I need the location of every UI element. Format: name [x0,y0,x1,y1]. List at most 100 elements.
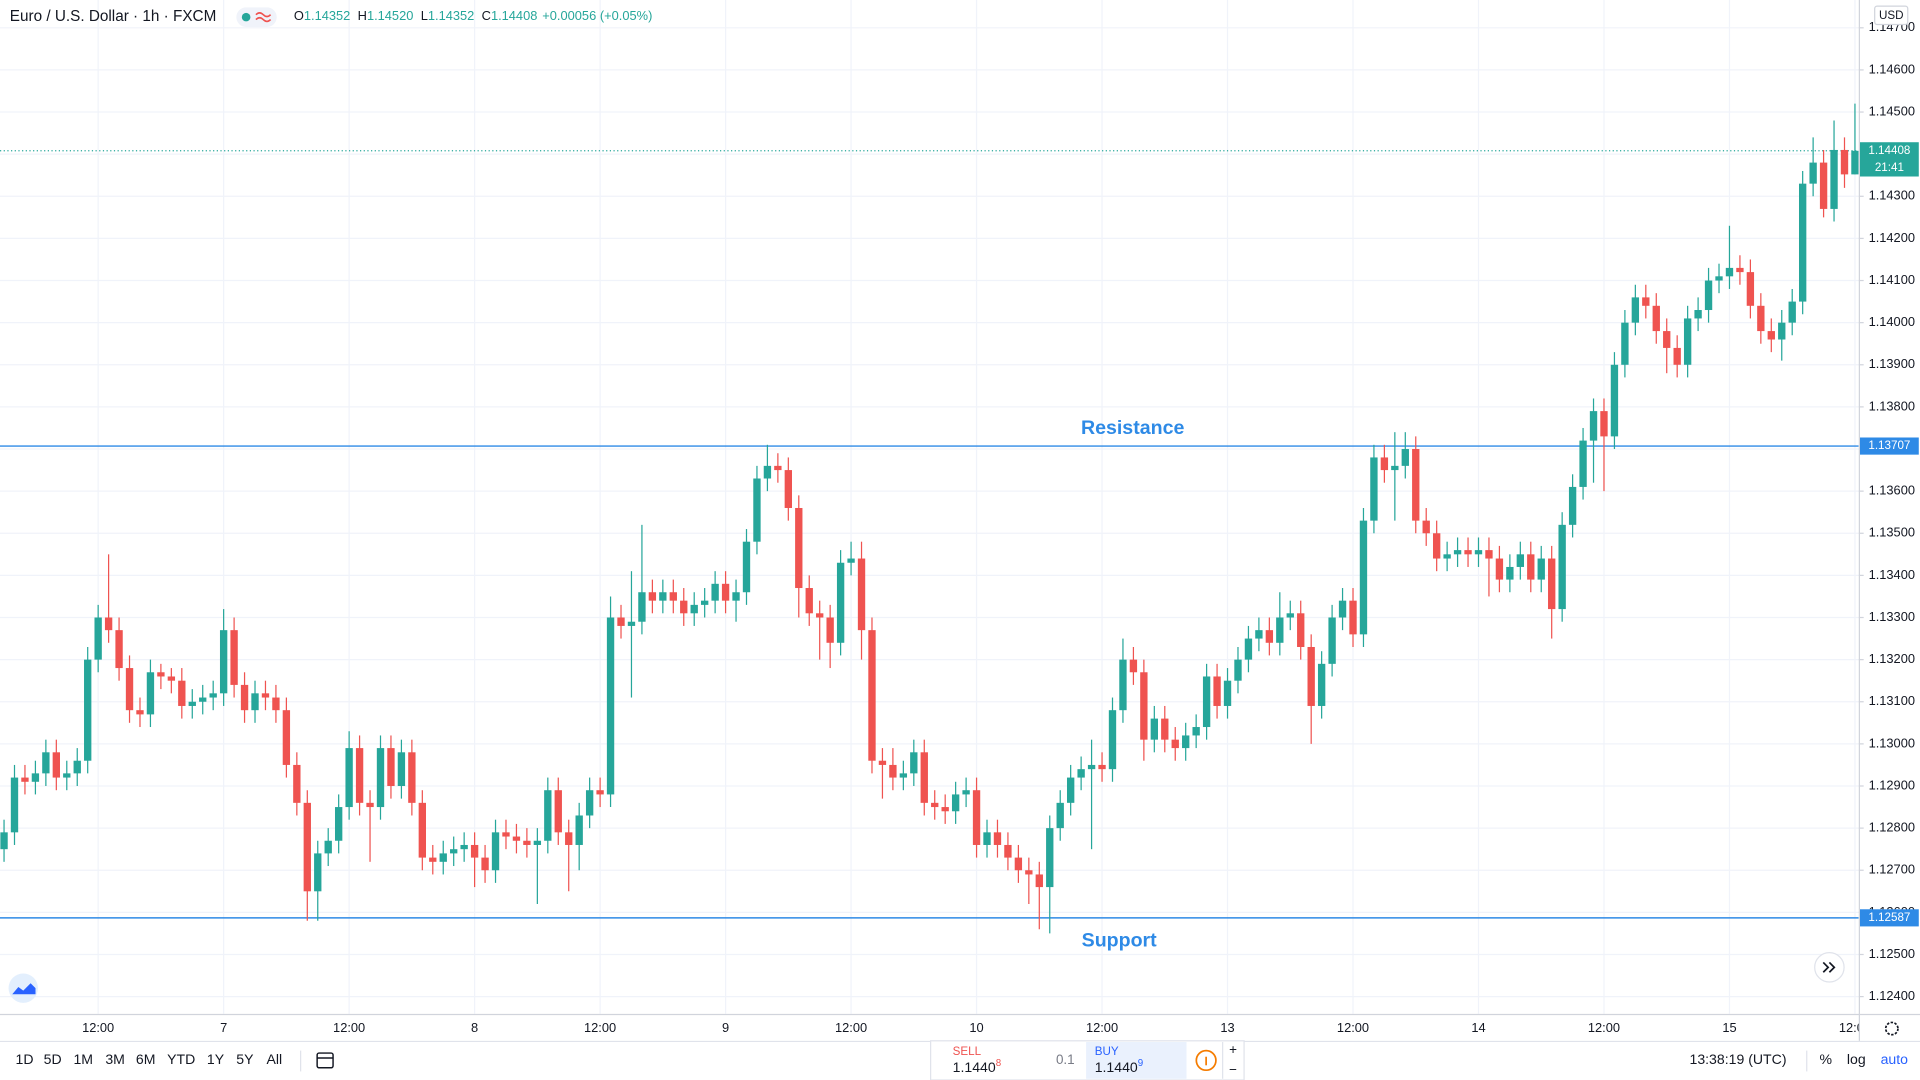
price-labels: Resistance 1.13707 Support 1.12587 1.14408 21… [1081,142,1919,951]
candle-body [1432,533,1441,559]
candle-body [836,562,845,643]
candle-body [1589,411,1598,441]
level-price-label: 1.13707 [1868,439,1910,452]
candle-body [659,592,667,601]
qty-plus[interactable]: + [1229,1042,1237,1057]
candle-body [878,760,887,765]
range-button[interactable]: 5D [44,1051,62,1067]
last-price-box [1860,142,1919,177]
candle-body [230,630,238,685]
candle-body [544,790,552,841]
candle-body [251,693,259,711]
candle-body [1202,676,1211,728]
last-price-label: 1.14408 [1868,144,1910,157]
level-price-box [1860,437,1919,455]
candle-body [648,592,657,601]
candle-body [795,507,803,589]
candle-body [721,583,730,601]
goto-date-button[interactable] [316,1052,334,1069]
candle-body [972,790,981,845]
level-annotation: Support [1082,929,1158,951]
y-tick-label: 1.13200 [1869,651,1915,666]
buy-button[interactable] [1086,1042,1187,1079]
symbol-title: Euro / U.S. Dollar · 1h · FXCM [10,8,217,25]
candle-body [1736,267,1744,273]
candle-body [941,807,949,812]
candle-body [1610,364,1619,437]
spread: 0.1 [1056,1052,1075,1067]
candle-body [784,470,792,508]
scroll-right-button[interactable] [1814,952,1845,983]
candle-body [167,676,176,681]
candle-body [1715,276,1723,281]
range-button[interactable]: All [266,1051,282,1067]
candle-body [732,592,740,601]
range-button[interactable]: 1D [15,1051,33,1067]
buy-label: BUY [1095,1045,1119,1058]
buy-price-main: 1.1440 [1095,1058,1138,1074]
candle-body [157,672,165,677]
candle-body [1035,874,1043,888]
candle-body [199,697,207,702]
candle-body [1129,659,1138,673]
level-price-box [1860,909,1919,927]
range-button[interactable]: 1Y [207,1051,225,1067]
candle-body [627,621,636,626]
scale-option[interactable]: auto [1881,1051,1909,1067]
candle-body [1108,710,1117,770]
candle-body [805,588,813,614]
scale-option[interactable]: log [1847,1051,1866,1067]
sell-button[interactable] [944,1042,1045,1079]
x-tick-label: 12:00 [584,1020,616,1035]
candle-body [439,853,447,862]
candle-body [1568,486,1577,525]
indicator-icon [255,12,272,23]
candle-body [575,815,583,845]
currency-box[interactable] [1874,5,1909,26]
candle-body [617,617,625,626]
bar-countdown: 21:41 [1875,161,1904,174]
candle-body [1004,844,1012,858]
logo-button[interactable] [8,973,38,1003]
range-button[interactable]: YTD [167,1051,195,1067]
x-tick-label: 14 [1471,1020,1485,1035]
candle-body [1025,870,1033,875]
buy-price: 1.14409 [1095,1057,1144,1074]
candle-body [920,752,928,803]
y-tick-label: 1.13600 [1869,483,1915,498]
candle-body [460,844,468,850]
scale-option[interactable]: % [1819,1051,1832,1067]
settings-button[interactable] [1884,1021,1899,1036]
candle-body [1119,659,1127,711]
qty-minus[interactable]: − [1229,1062,1237,1077]
logo-icon [12,983,36,995]
indicator-dot [241,12,251,22]
range-button[interactable]: 6M [136,1051,156,1067]
candle-body [512,836,521,841]
time-axis: 12:00 7 12:00 8 12:00 9 12:00 10 12:00 13 12:00 14 1… [82,1020,1871,1035]
info-button[interactable] [1195,1049,1217,1072]
x-tick-label: 7 [220,1020,227,1035]
candle-body [146,672,155,715]
x-tick-label: 12:00 [835,1020,867,1035]
currency-label: USD [1879,9,1904,22]
candle-body [1098,764,1106,770]
candle-body [1213,676,1221,706]
candle-body [1683,318,1692,365]
candle-body [63,773,71,778]
candle-body [502,832,510,837]
candle-body [366,802,374,808]
range-button[interactable]: 3M [105,1051,125,1067]
candle-body [606,617,615,795]
ohlc-value: 1.14352 [428,9,474,24]
candle-body [1663,331,1671,348]
range-button[interactable]: 5Y [236,1051,254,1067]
ohlc-key: H [358,9,367,24]
candle-body [52,752,60,778]
candle-body [1286,613,1294,618]
range-button[interactable]: 1M [73,1051,93,1067]
candle-body [470,844,479,858]
candle-body [1652,305,1660,332]
candle-body [1255,630,1263,639]
sell-label: SELL [953,1045,982,1058]
